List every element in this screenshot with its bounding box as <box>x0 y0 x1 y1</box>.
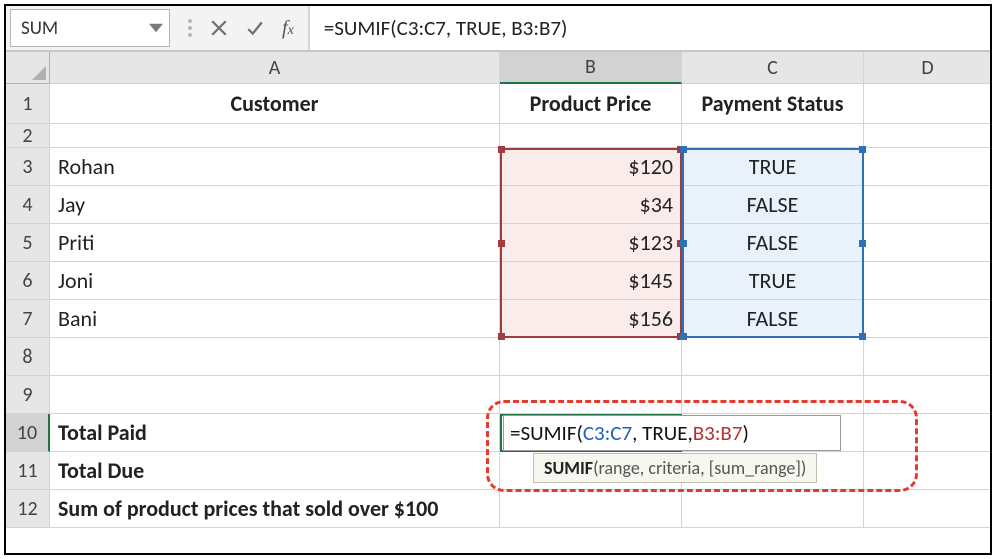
function-tooltip: SUMIF(range, criteria, [sum_range]) <box>533 453 817 483</box>
formula-text: =SUMIF(C3:C7, TRUE, B3:B7) <box>324 15 568 41</box>
cancel-icon[interactable] <box>210 19 228 37</box>
row-header-4[interactable]: 4 <box>6 186 50 224</box>
cell-B7[interactable]: $156 <box>500 300 682 338</box>
name-box-value: SUM <box>21 17 58 40</box>
formula-part-sep1: , TRUE, <box>632 420 693 446</box>
cell-B6[interactable]: $145 <box>500 262 682 300</box>
cell-A10[interactable]: Total Paid <box>50 414 500 452</box>
tooltip-args: (range, criteria, [sum_range]) <box>593 457 806 479</box>
spreadsheet-grid[interactable]: A B C D 1 Customer Product Price Payment… <box>6 52 990 528</box>
cell-A5[interactable]: Priti <box>50 224 500 262</box>
cell-D1[interactable] <box>864 84 992 124</box>
col-header-C[interactable]: C <box>682 52 864 84</box>
cell-B12[interactable] <box>500 490 682 528</box>
cell-A4[interactable]: Jay <box>50 186 500 224</box>
row-header-3[interactable]: 3 <box>6 148 50 186</box>
cell-C3[interactable]: TRUE <box>682 148 864 186</box>
excel-window: SUM fx =SUMIF(C3:C7, TRUE, B3:B7) A B C … <box>4 4 992 555</box>
row-header-8[interactable]: 8 <box>6 338 50 376</box>
formula-part-range1: C3:C7 <box>583 420 632 446</box>
cell-B4[interactable]: $34 <box>500 186 682 224</box>
col-header-B[interactable]: B <box>500 52 682 84</box>
cell-D9[interactable] <box>864 376 992 414</box>
cell-D4[interactable] <box>864 186 992 224</box>
row-header-6[interactable]: 6 <box>6 262 50 300</box>
cell-A2[interactable] <box>50 124 500 148</box>
fx-icon[interactable]: fx <box>282 17 294 40</box>
cell-D6[interactable] <box>864 262 992 300</box>
cell-C6[interactable]: TRUE <box>682 262 864 300</box>
row-header-11[interactable]: 11 <box>6 452 50 490</box>
cell-A8[interactable] <box>50 338 500 376</box>
cell-C1[interactable]: Payment Status <box>682 84 864 124</box>
formula-part-suffix: ) <box>743 420 749 446</box>
cell-B3[interactable]: $120 <box>500 148 682 186</box>
formula-bar-controls: fx <box>170 6 309 50</box>
cell-C4[interactable]: FALSE <box>682 186 864 224</box>
formula-editing-box[interactable]: =SUMIF(C3:C7, TRUE, B3:B7) <box>503 415 841 451</box>
cell-C5[interactable]: FALSE <box>682 224 864 262</box>
formula-part-range2: B3:B7 <box>693 420 743 446</box>
cell-D12[interactable] <box>864 490 992 528</box>
cell-C7[interactable]: FALSE <box>682 300 864 338</box>
row-header-7[interactable]: 7 <box>6 300 50 338</box>
row-header-12[interactable]: 12 <box>6 490 50 528</box>
cell-B2[interactable] <box>500 124 682 148</box>
formula-bar: SUM fx =SUMIF(C3:C7, TRUE, B3:B7) <box>6 6 990 52</box>
formula-input[interactable]: =SUMIF(C3:C7, TRUE, B3:B7) <box>309 6 990 50</box>
cell-A6[interactable]: Joni <box>50 262 500 300</box>
cell-C12[interactable] <box>682 490 864 528</box>
cell-B1[interactable]: Product Price <box>500 84 682 124</box>
cell-C2[interactable] <box>682 124 864 148</box>
cell-B8[interactable] <box>500 338 682 376</box>
formula-part-prefix: =SUMIF( <box>510 420 583 446</box>
cell-D11[interactable] <box>864 452 992 490</box>
cell-A7[interactable]: Bani <box>50 300 500 338</box>
row-header-1[interactable]: 1 <box>6 84 50 124</box>
cell-B5[interactable]: $123 <box>500 224 682 262</box>
row-header-9[interactable]: 9 <box>6 376 50 414</box>
select-all-corner[interactable] <box>6 52 50 84</box>
row-header-5[interactable]: 5 <box>6 224 50 262</box>
name-box[interactable]: SUM <box>10 9 170 47</box>
tooltip-func: SUMIF <box>544 457 593 479</box>
cell-D8[interactable] <box>864 338 992 376</box>
cell-D7[interactable] <box>864 300 992 338</box>
cell-C8[interactable] <box>682 338 864 376</box>
chevron-down-icon[interactable] <box>149 21 163 35</box>
col-header-A[interactable]: A <box>50 52 500 84</box>
cell-D3[interactable] <box>864 148 992 186</box>
col-header-D[interactable]: D <box>864 52 992 84</box>
cell-C9[interactable] <box>682 376 864 414</box>
grip-icon <box>188 19 192 37</box>
cell-A12[interactable]: Sum of product prices that sold over $10… <box>50 490 500 528</box>
cell-B9[interactable] <box>500 376 682 414</box>
cell-D5[interactable] <box>864 224 992 262</box>
cell-A11[interactable]: Total Due <box>50 452 500 490</box>
cell-D2[interactable] <box>864 124 992 148</box>
cell-A1[interactable]: Customer <box>50 84 500 124</box>
cell-A9[interactable] <box>50 376 500 414</box>
row-header-10[interactable]: 10 <box>6 414 50 452</box>
cell-D10[interactable] <box>864 414 992 452</box>
row-header-2[interactable]: 2 <box>6 124 50 148</box>
cell-A3[interactable]: Rohan <box>50 148 500 186</box>
confirm-icon[interactable] <box>246 19 264 37</box>
